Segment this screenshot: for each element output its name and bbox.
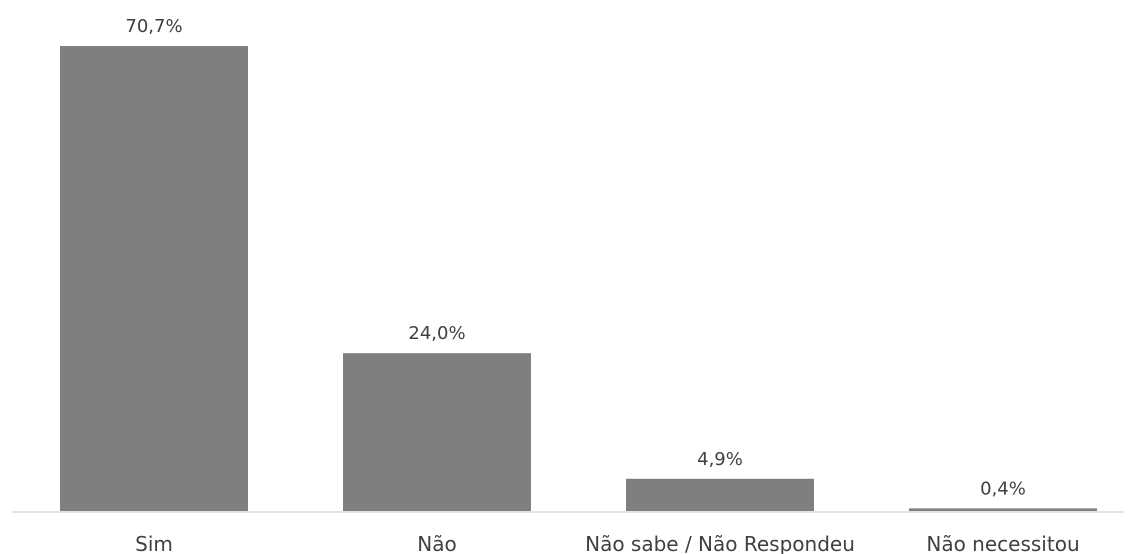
data-label-3: 0,4%	[980, 478, 1026, 499]
bar-3	[909, 508, 1097, 511]
data-label-0: 70,7%	[125, 16, 182, 37]
category-label-2: Não sabe / Não Respondeu	[585, 532, 855, 554]
data-label-1: 24,0%	[408, 323, 465, 344]
category-label-0: Sim	[135, 532, 173, 554]
bar-1	[343, 353, 531, 511]
bar-2	[626, 478, 814, 511]
category-label-1: Não	[417, 532, 456, 554]
bar-0	[60, 46, 248, 511]
category-label-3: Não necessitou	[926, 532, 1079, 554]
data-label-2: 4,9%	[697, 449, 743, 470]
